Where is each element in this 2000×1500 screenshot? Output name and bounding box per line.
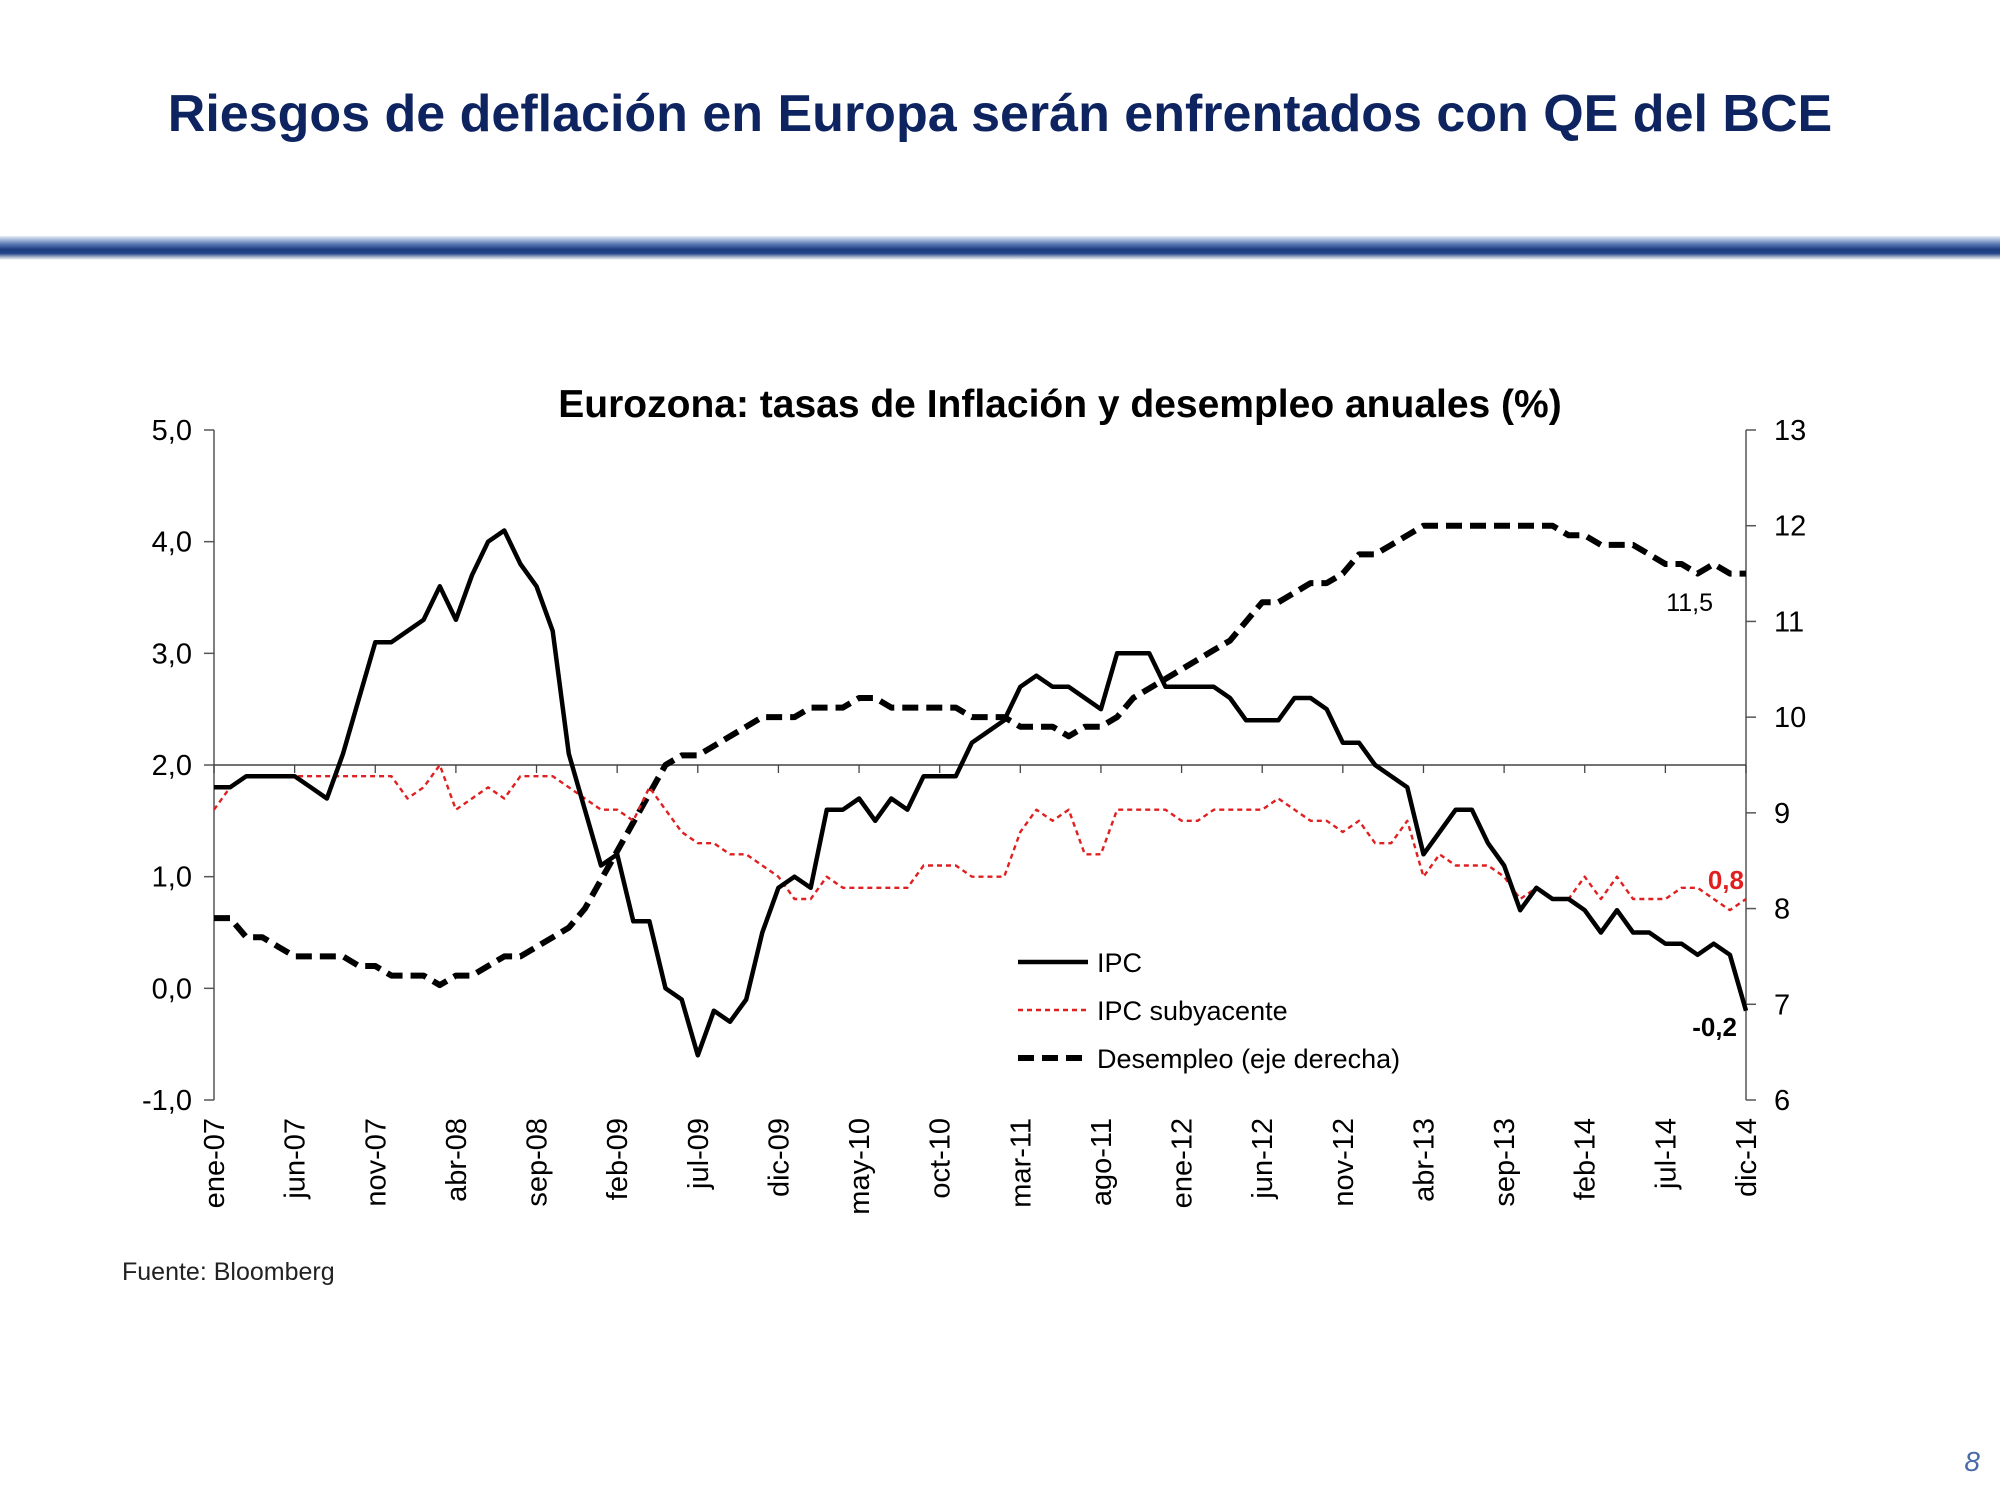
x-tick-label: sep-08: [522, 1118, 554, 1207]
annotation-ipc: -0,2: [1692, 1012, 1737, 1042]
x-tick-label: dic-09: [763, 1118, 795, 1197]
left-tick-label: 1,0: [152, 862, 192, 894]
right-tick-label: 13: [1774, 415, 1806, 447]
x-tick-label: feb-14: [1570, 1118, 1602, 1200]
x-tick-label: jul-14: [1650, 1118, 1682, 1190]
left-tick-label: 4,0: [152, 527, 192, 559]
series-line-ipc-subyacente: [213, 763, 1747, 912]
axes: 5,0 4,0 3,0 2,0 1,0 0,0 -1,0 13 12 11 10 9 8 7 6 ene-07…: [142, 415, 1806, 1215]
x-tick-label: ago-11: [1086, 1118, 1118, 1206]
right-tick-label: 11: [1774, 606, 1804, 638]
plot-area: [213, 522, 1749, 1058]
x-tick-label: ene-07: [199, 1118, 231, 1208]
right-tick-label: 6: [1774, 1085, 1790, 1117]
left-tick-label: 5,0: [152, 415, 192, 447]
legend-label-desempleo: Desempleo (eje derecha): [1097, 1044, 1400, 1074]
left-tick-label: -1,0: [142, 1085, 192, 1117]
x-tick-label: abr-13: [1408, 1118, 1440, 1202]
x-tick-label: may-10: [844, 1118, 876, 1215]
right-tick-label: 10: [1774, 702, 1806, 734]
annotation-desempleo: 11,5: [1666, 589, 1713, 617]
page-number: 8: [1964, 1446, 1980, 1477]
chart-title: Eurozona: tasas de Inflación y desempleo…: [558, 383, 1561, 426]
x-tick-label: jul-09: [683, 1118, 715, 1190]
x-tick-label: nov-12: [1328, 1118, 1360, 1207]
left-tick-label: 3,0: [152, 638, 192, 670]
source-note: Fuente: Bloomberg: [122, 1258, 335, 1286]
right-tick-label: 9: [1774, 798, 1790, 830]
right-tick-label: 7: [1774, 989, 1790, 1021]
slide-title: Riesgos de deflación en Europa serán enf…: [167, 85, 1833, 143]
left-tick-label: 2,0: [152, 750, 192, 782]
x-tick-label: ene-12: [1167, 1118, 1199, 1208]
right-tick-label: 8: [1774, 894, 1790, 926]
legend: IPC IPC subyacente Desempleo (eje derech…: [1018, 948, 1400, 1074]
x-tick-label: jun-12: [1247, 1118, 1279, 1200]
x-tick-label: mar-11: [1005, 1118, 1037, 1208]
legend-label-ipc: IPC: [1097, 948, 1142, 978]
x-tick-label: oct-10: [925, 1118, 957, 1199]
x-tick-label: dic-14: [1731, 1118, 1763, 1197]
left-tick-label: 0,0: [152, 973, 192, 1005]
legend-label-ipc-subyacente: IPC subyacente: [1097, 996, 1288, 1026]
right-tick-label: 12: [1774, 511, 1806, 543]
series-line-ipc: [214, 528, 1749, 1058]
x-tick-label: sep-13: [1489, 1118, 1521, 1207]
x-tick-label: feb-09: [602, 1118, 634, 1200]
x-tick-label: nov-07: [360, 1118, 392, 1207]
title-rule: [0, 236, 2000, 260]
annotation-ipc-subyacente: 0,8: [1708, 865, 1744, 895]
x-tick-label: abr-08: [441, 1118, 473, 1202]
x-tick-label: jun-07: [280, 1118, 312, 1200]
series-line-desempleo-eje-derecha: [214, 522, 1746, 989]
